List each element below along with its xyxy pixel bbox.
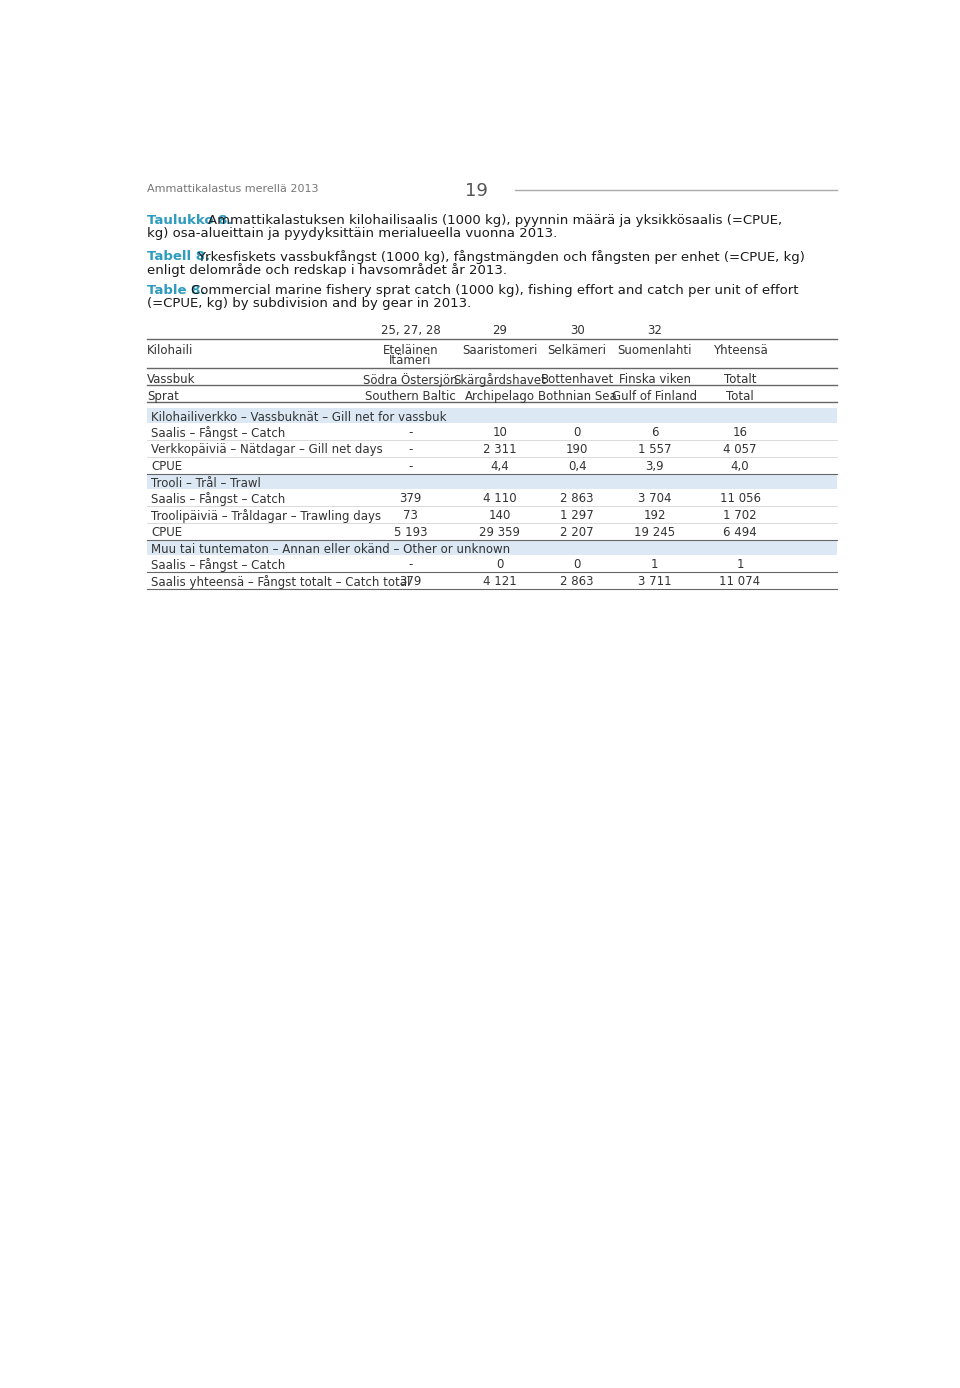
Text: -: -	[408, 558, 413, 572]
Text: Skärgårdshavet: Skärgårdshavet	[453, 373, 546, 387]
Text: Selkämeri: Selkämeri	[548, 344, 607, 357]
Text: 1: 1	[736, 558, 744, 572]
Text: Trooli – Trål – Trawl: Trooli – Trål – Trawl	[151, 477, 261, 490]
Text: Kilohaili: Kilohaili	[147, 344, 194, 357]
Text: Suomenlahti: Suomenlahti	[617, 344, 692, 357]
Text: Southern Baltic: Southern Baltic	[365, 390, 456, 403]
Text: Saalis – Fångst – Catch: Saalis – Fångst – Catch	[151, 558, 285, 572]
Bar	[147, 540, 837, 555]
Text: Muu tai tuntematon – Annan eller okänd – Other or unknown: Muu tai tuntematon – Annan eller okänd –…	[151, 543, 510, 557]
Text: -: -	[408, 443, 413, 457]
Text: 30: 30	[570, 325, 585, 337]
Text: enligt delområde och redskap i havsområdet år 2013.: enligt delområde och redskap i havsområd…	[147, 262, 507, 276]
Text: Verkkopäiviä – Nätdagar – Gill net days: Verkkopäiviä – Nätdagar – Gill net days	[151, 443, 383, 457]
Text: 16: 16	[732, 426, 748, 439]
Text: Saalis – Fångst – Catch: Saalis – Fångst – Catch	[151, 426, 285, 440]
Text: Tabell 8.: Tabell 8.	[147, 250, 210, 262]
Text: Archipelago: Archipelago	[465, 390, 535, 403]
Text: (=CPUE, kg) by subdivision and by gear in 2013.: (=CPUE, kg) by subdivision and by gear i…	[147, 297, 471, 310]
Text: CPUE: CPUE	[151, 526, 182, 539]
Text: 19: 19	[465, 182, 488, 200]
Text: 4 110: 4 110	[483, 493, 516, 505]
Text: 2 207: 2 207	[561, 526, 594, 539]
Text: Eteläinen: Eteläinen	[383, 344, 439, 357]
Bar	[147, 408, 837, 423]
Text: 29 359: 29 359	[479, 526, 520, 539]
Text: Bottenhavet: Bottenhavet	[540, 373, 613, 386]
Text: 2 863: 2 863	[561, 493, 594, 505]
Text: 19 245: 19 245	[635, 526, 675, 539]
Text: 4 121: 4 121	[483, 576, 516, 589]
Text: Total: Total	[726, 390, 754, 403]
Text: 73: 73	[403, 509, 418, 522]
Text: 0: 0	[573, 558, 581, 572]
Text: 1: 1	[651, 558, 659, 572]
Text: 379: 379	[399, 576, 421, 589]
Text: Saaristomeri: Saaristomeri	[462, 344, 538, 357]
Text: 6 494: 6 494	[723, 526, 756, 539]
Text: 2 311: 2 311	[483, 443, 516, 457]
Text: 140: 140	[489, 509, 511, 522]
Text: 1 702: 1 702	[723, 509, 756, 522]
Text: Troolipäiviä – Tråldagar – Trawling days: Troolipäiviä – Tråldagar – Trawling days	[151, 509, 381, 523]
Text: 4,0: 4,0	[731, 459, 750, 473]
Text: Ammattikalastuksen kilohailisaalis (1000 kg), pyynnin määrä ja yksikkösaalis (=C: Ammattikalastuksen kilohailisaalis (1000…	[207, 214, 781, 228]
Text: -: -	[408, 459, 413, 473]
Text: 190: 190	[566, 443, 588, 457]
Text: CPUE: CPUE	[151, 459, 182, 473]
Text: 3 704: 3 704	[638, 493, 671, 505]
Text: Commercial marine fishery sprat catch (1000 kg), fishing effort and catch per un: Commercial marine fishery sprat catch (1…	[191, 283, 799, 297]
Text: 3 711: 3 711	[638, 576, 672, 589]
Text: Ammattikalastus merellä 2013: Ammattikalastus merellä 2013	[147, 183, 319, 193]
Text: 4 057: 4 057	[723, 443, 756, 457]
Text: Totalt: Totalt	[724, 373, 756, 386]
Text: 1 297: 1 297	[561, 509, 594, 522]
Text: Södra Östersjön: Södra Östersjön	[364, 373, 458, 387]
Text: 3,9: 3,9	[645, 459, 664, 473]
Text: 4,4: 4,4	[491, 459, 509, 473]
Text: Saalis yhteensä – Fångst totalt – Catch total: Saalis yhteensä – Fångst totalt – Catch …	[151, 576, 410, 590]
Text: 29: 29	[492, 325, 507, 337]
Text: Itämeri: Itämeri	[390, 354, 432, 368]
Text: 11 056: 11 056	[719, 493, 760, 505]
Text: 192: 192	[643, 509, 666, 522]
Text: Yhteensä: Yhteensä	[712, 344, 767, 357]
Text: 5 193: 5 193	[394, 526, 427, 539]
Text: Yrkesfiskets vassbukfångst (1000 kg), fångstmängden och fångsten per enhet (=CPU: Yrkesfiskets vassbukfångst (1000 kg), få…	[197, 250, 804, 264]
Text: 1 557: 1 557	[638, 443, 671, 457]
Text: 6: 6	[651, 426, 659, 439]
Text: kg) osa-alueittain ja pyydyksittäin merialueella vuonna 2013.: kg) osa-alueittain ja pyydyksittäin meri…	[147, 228, 558, 240]
Text: 11 074: 11 074	[719, 576, 760, 589]
Text: 10: 10	[492, 426, 507, 439]
Text: 25, 27, 28: 25, 27, 28	[381, 325, 441, 337]
Text: Sprat: Sprat	[147, 390, 179, 403]
Text: Kilohailiverkko – Vassbuknät – Gill net for vassbuk: Kilohailiverkko – Vassbuknät – Gill net …	[151, 411, 446, 423]
Text: Table 8.: Table 8.	[147, 283, 205, 297]
Text: Saalis – Fångst – Catch: Saalis – Fångst – Catch	[151, 493, 285, 507]
Text: Finska viken: Finska viken	[619, 373, 691, 386]
Text: 0,4: 0,4	[568, 459, 587, 473]
Text: 0: 0	[496, 558, 503, 572]
Text: 0: 0	[573, 426, 581, 439]
Text: 379: 379	[399, 493, 421, 505]
Text: 2 863: 2 863	[561, 576, 594, 589]
Text: Taulukko 8.: Taulukko 8.	[147, 214, 232, 228]
Text: Gulf of Finland: Gulf of Finland	[612, 390, 697, 403]
Bar	[147, 473, 837, 489]
Text: Vassbuk: Vassbuk	[147, 373, 196, 386]
Text: 32: 32	[647, 325, 662, 337]
Text: Bothnian Sea: Bothnian Sea	[538, 390, 616, 403]
Text: -: -	[408, 426, 413, 439]
